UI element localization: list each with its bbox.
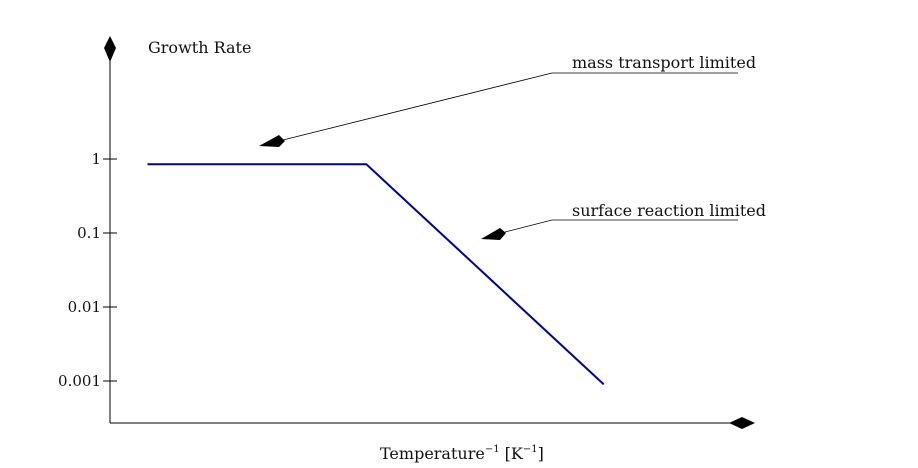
x-axis-title-sup2: −1: [523, 444, 538, 455]
x-axis-title-unit-open: [K: [500, 444, 524, 463]
x-axis-title-main: Temperature: [380, 444, 485, 463]
x-axis-title-unit-close: ]: [538, 444, 544, 463]
x-axis-title: Temperature−1 [K−1]: [380, 444, 544, 463]
surface-reaction-label: surface reaction limited: [572, 201, 766, 220]
annotations: mass transport limited surface reaction …: [259, 53, 766, 240]
y-ticks: 1 0.1 0.01 0.001: [58, 150, 117, 390]
series-line-0: [147, 163, 605, 386]
y-tick-label: 0.001: [58, 372, 101, 390]
y-axis-arrow-icon: [104, 36, 116, 62]
x-axis-title-sup1: −1: [485, 444, 500, 455]
axes: [104, 36, 755, 429]
surface-reaction-arrow-icon: [481, 228, 506, 240]
mass-transport-leader-line: [282, 72, 553, 141]
series: [147, 163, 605, 386]
y-axis-title: Growth Rate: [148, 38, 251, 57]
mass-transport-label: mass transport limited: [572, 53, 756, 72]
y-tick-label: 0.01: [68, 298, 101, 316]
mass-transport-arrow-icon: [259, 135, 285, 147]
surface-reaction-leader-line: [504, 219, 553, 233]
y-tick-label: 1: [91, 150, 101, 168]
x-axis-arrow-icon: [729, 417, 755, 429]
y-tick-label: 0.1: [77, 224, 101, 242]
